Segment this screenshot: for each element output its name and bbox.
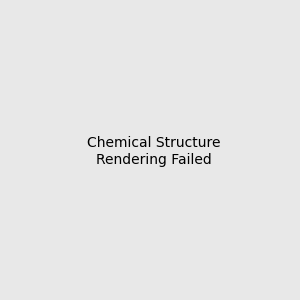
Text: Chemical Structure
Rendering Failed: Chemical Structure Rendering Failed xyxy=(87,136,220,166)
